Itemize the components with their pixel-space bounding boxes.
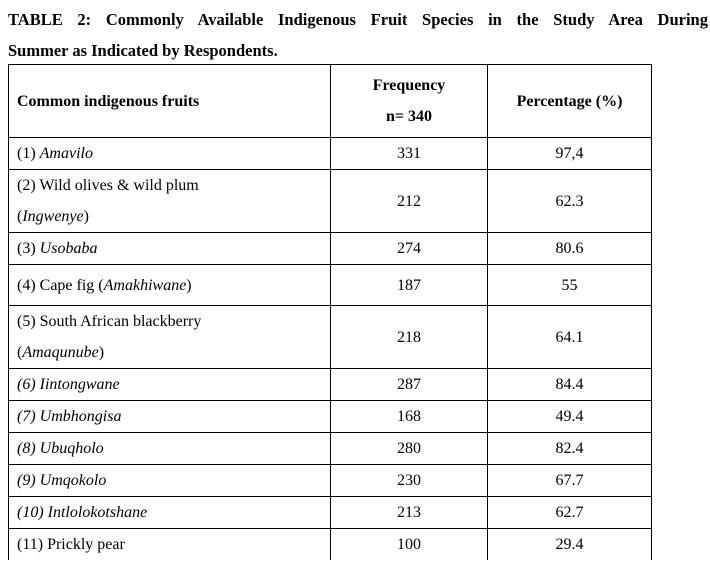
table-row: (2) Wild olives & wild plum (Ingwenye) 21… [8,169,652,233]
percentage-cell: 82.4 [487,432,652,465]
fruit-name-cell: (9) Umqokolo [8,464,331,497]
table-row: (5) South African blackberry (Amaqunube) … [8,305,652,369]
fruit-name: Usobaba [39,240,98,257]
caption-line-2: Summer as Indicated by Respondents. [8,41,278,60]
table-row: (8) Ubuqholo 280 82.4 [8,432,652,465]
table-row: (11) Prickly pear 100 29.4 [8,528,652,560]
fruit-name-cell: (5) South African blackberry (Amaqunube) [8,305,331,369]
fruit-name-cell: (1) Amavilo [8,137,331,170]
frequency-cell: 187 [330,264,488,306]
percentage-cell: 62.3 [487,169,652,233]
fruit-local-name: Ingwenye [22,208,84,225]
fruit-name-cell: (8) Ubuqholo [8,432,331,465]
table-row: (7) Umbhongisa 168 49.4 [8,400,652,433]
fruit-name-cell: (3) Usobaba [8,232,331,265]
frequency-cell: 212 [330,169,488,233]
fruit-common-name: (2) Wild olives & wild plum [17,177,199,194]
indigenous-fruit-table: Common indigenous fruits Frequency n= 34… [8,64,652,560]
fruit-name: Amavilo [39,145,93,162]
table-row: (1) Amavilo 331 97,4 [8,137,652,170]
frequency-cell: 274 [330,232,488,265]
header-fruit: Common indigenous fruits [8,64,331,138]
table-row: (6) Iintongwane 287 84.4 [8,368,652,401]
percentage-cell: 49.4 [487,400,652,433]
percentage-cell: 64.1 [487,305,652,369]
fruit-name-cell: (6) Iintongwane [8,368,331,401]
header-frequency-label: Frequency [372,77,446,94]
fruit-name-suffix: ) [186,276,192,294]
fruit-number: (3) [17,240,40,257]
frequency-cell: 287 [330,368,488,401]
fruit-local-name: Amaqunube [22,344,99,361]
table-row: (9) Umqokolo 230 67.7 [8,464,652,497]
percentage-cell: 62.7 [487,496,652,529]
percentage-cell: 67.7 [487,464,652,497]
fruit-name-cell: (7) Umbhongisa [8,400,331,433]
header-frequency-n: n= 340 [385,108,432,125]
fruit-common-name: (5) South African blackberry [17,313,202,330]
frequency-cell: 168 [330,400,488,433]
percentage-cell: 29.4 [487,528,652,560]
table-header-row: Common indigenous fruits Frequency n= 34… [8,64,652,138]
caption-line-1: TABLE 2: Commonly Available Indigenous F… [8,10,708,29]
frequency-cell: 218 [330,305,488,369]
fruit-name-cell: (11) Prickly pear [8,528,331,560]
percentage-cell: 97,4 [487,137,652,170]
percentage-cell: 80.6 [487,232,652,265]
frequency-cell: 230 [330,464,488,497]
frequency-cell: 100 [330,528,488,560]
header-frequency: Frequency n= 340 [330,64,488,138]
table-row: (3) Usobaba 274 80.6 [8,232,652,265]
frequency-cell: 213 [330,496,488,529]
percentage-cell: 84.4 [487,368,652,401]
table-row: (10) Intlolokotshane 213 62.7 [8,496,652,529]
fruit-number: (1) [17,145,40,162]
fruit-name-cell: (10) Intlolokotshane [8,496,331,529]
fruit-local-name: Amakhiwane [103,276,187,294]
fruit-name-cell: (4) Cape fig (Amakhiwane) [8,264,331,306]
percentage-cell: 55 [487,264,652,306]
fruit-common-name: (4) Cape fig ( [17,276,104,294]
frequency-cell: 280 [330,432,488,465]
table-row: (4) Cape fig (Amakhiwane) 187 55 [8,264,652,306]
header-percentage: Percentage (%) [487,64,652,138]
table-caption: TABLE 2: Commonly Available Indigenous F… [8,4,708,66]
frequency-cell: 331 [330,137,488,170]
fruit-name-cell: (2) Wild olives & wild plum (Ingwenye) [8,169,331,233]
